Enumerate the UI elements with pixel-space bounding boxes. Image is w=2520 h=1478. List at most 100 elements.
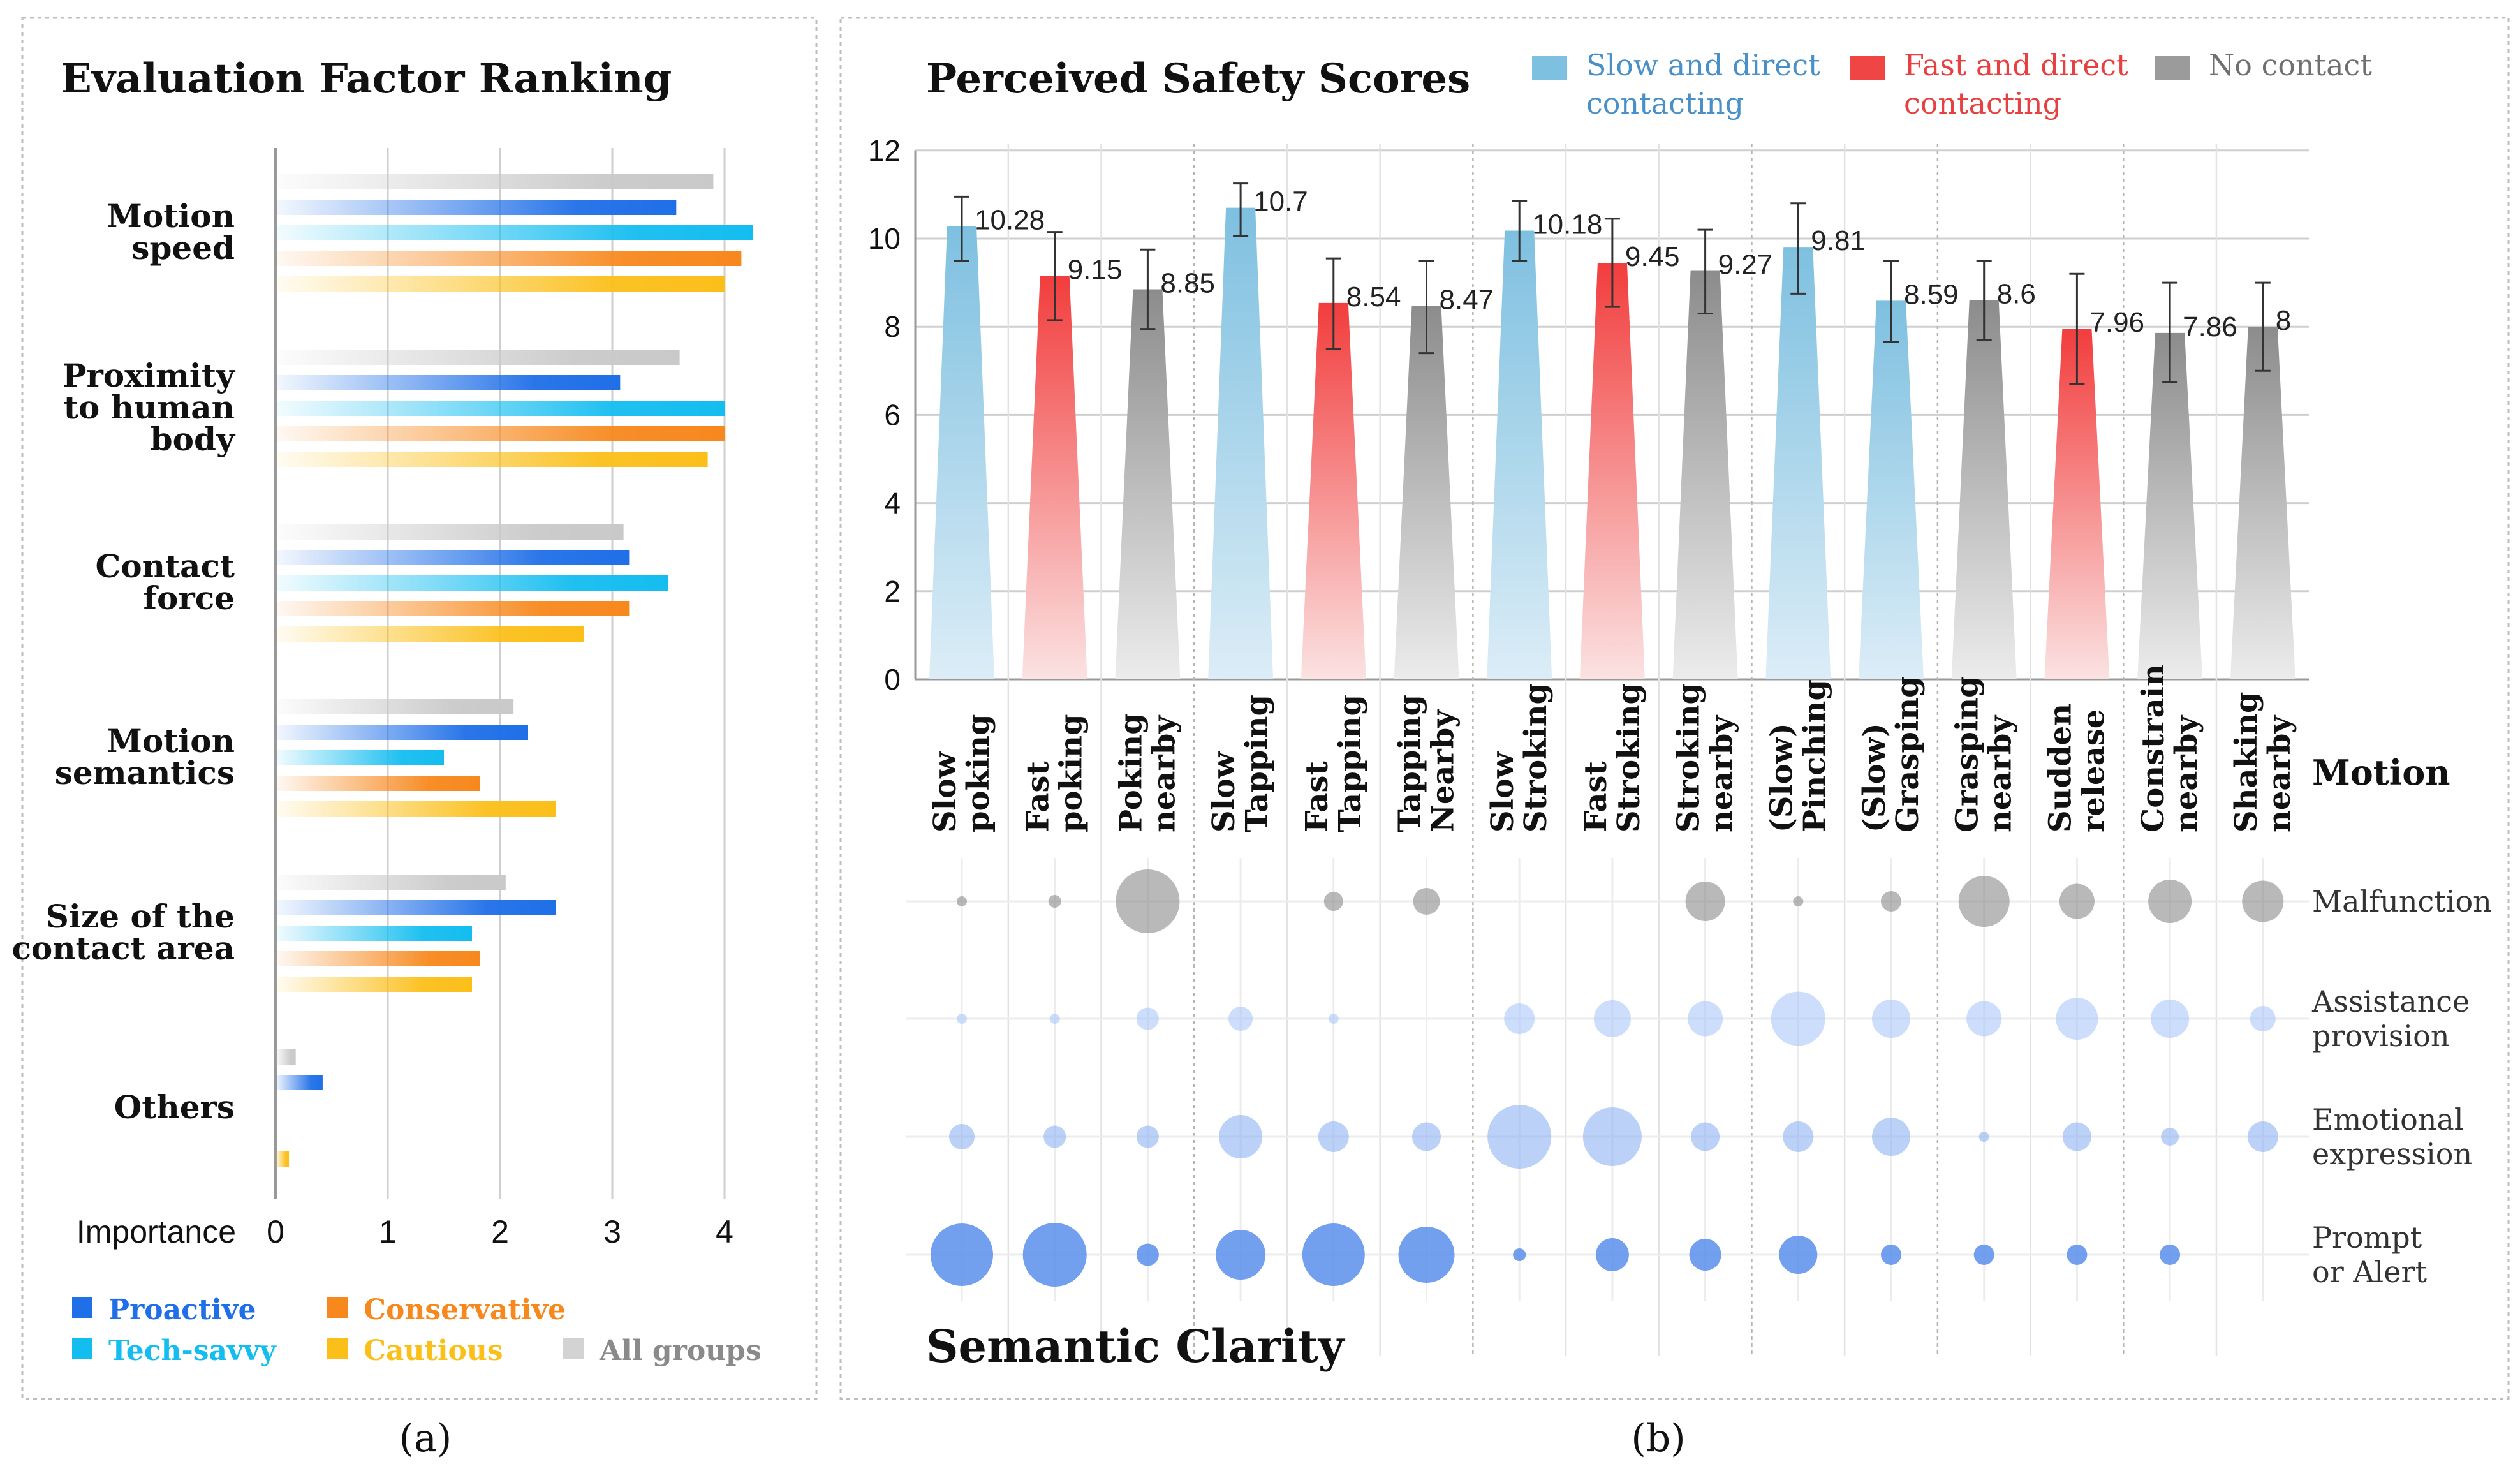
x-category-line: nearby — [1146, 714, 1182, 832]
clarity-bubble — [1136, 1243, 1159, 1266]
clarity-bubble — [957, 1014, 967, 1024]
ranking-bar — [276, 1049, 296, 1065]
y-tick-label: 4 — [884, 487, 901, 520]
clarity-bubble — [1048, 895, 1061, 908]
clarity-bubble — [1412, 1122, 1441, 1151]
clarity-bubble — [1582, 1107, 1642, 1166]
value-label: 7.96 — [2089, 307, 2144, 338]
safety-bar — [2230, 327, 2295, 679]
motion-header: Motion — [2312, 752, 2450, 793]
safety-bar — [1579, 263, 1645, 679]
ranking-bar — [276, 900, 556, 915]
clarity-bubble — [2067, 1245, 2088, 1265]
ranking-bar — [276, 1151, 290, 1167]
legend-label: contacting — [1904, 86, 2061, 121]
x-category-line: nearby — [2262, 714, 2297, 832]
ranking-bar — [276, 426, 725, 441]
clarity-bubble — [1689, 1239, 1721, 1271]
ranking-category-label: force — [144, 579, 235, 617]
clarity-bubble — [1022, 1223, 1087, 1287]
clarity-bubble — [1487, 1105, 1552, 1169]
ranking-bar — [276, 452, 708, 467]
y-tick-label: 2 — [884, 575, 901, 608]
x-category-label: Strokingnearby — [1671, 683, 1740, 832]
clarity-bubble — [1136, 1125, 1159, 1148]
clarity-bubble — [1219, 1115, 1263, 1158]
safety-bar — [1115, 289, 1181, 680]
y-tick-label: 6 — [884, 398, 901, 431]
safety-bar — [1301, 302, 1366, 679]
panel-b-label: (b) — [1631, 1416, 1685, 1461]
ranking-category-label: to human — [64, 388, 235, 426]
y-tick-label: 10 — [868, 222, 901, 255]
x-category-line: Grasping — [1890, 676, 1926, 832]
x-category-line: Fast — [1578, 761, 1614, 832]
ranking-bar — [276, 550, 630, 565]
x-category-label: Graspingnearby — [1950, 676, 2019, 832]
ranking-bar — [276, 601, 630, 616]
clarity-bubble — [1043, 1125, 1066, 1148]
safety-bar — [1765, 247, 1831, 679]
ranking-bar — [276, 725, 528, 740]
x-tick-label: 3 — [603, 1214, 621, 1250]
ranking-bar — [276, 926, 472, 941]
legend-swatch — [563, 1338, 584, 1359]
clarity-row-label: or Alert — [2312, 1255, 2427, 1289]
ranking-bar — [276, 350, 680, 365]
x-category-line: Grasping — [1950, 676, 1986, 832]
value-label: 8 — [2276, 305, 2291, 336]
safety-bar — [2137, 332, 2203, 679]
legend-swatch — [1532, 56, 1567, 80]
legend-label: contacting — [1586, 86, 1744, 121]
ranking-bar — [276, 1075, 323, 1090]
clarity-row-label: Malfunction — [2312, 884, 2492, 919]
clarity-bubble — [949, 1124, 975, 1149]
clarity-bubble — [1872, 1000, 1910, 1038]
x-category-line: release — [2075, 709, 2111, 832]
x-category-label: Fastpoking — [1021, 714, 1089, 832]
ranking-bar — [276, 276, 725, 292]
ranking-category-label: Contact — [95, 547, 235, 585]
safety-bar — [1951, 300, 2017, 679]
clarity-bubble — [1881, 1245, 1901, 1265]
clarity-bubble — [1328, 1014, 1339, 1024]
x-category-line: poking — [961, 714, 996, 832]
ranking-grid — [274, 148, 726, 1199]
clarity-bubble — [1593, 1000, 1631, 1037]
value-label: 9.15 — [1068, 255, 1123, 286]
ranking-bar — [276, 251, 742, 266]
x-tick-label: 4 — [716, 1214, 733, 1250]
ranking-bar — [276, 951, 480, 966]
safety-bar — [1022, 276, 1087, 679]
x-category-line: nearby — [1983, 714, 2019, 832]
clarity-bubble — [931, 1223, 993, 1286]
x-category-label: Suddenrelease — [2042, 704, 2111, 832]
clarity-bubble — [1783, 1121, 1814, 1152]
x-category-line: Pinching — [1797, 679, 1832, 832]
x-category-label: Constrainnearby — [2135, 664, 2204, 832]
value-label: 10.7 — [1253, 186, 1308, 218]
ranking-bar — [276, 200, 677, 215]
x-category-line: Slow — [927, 751, 963, 832]
x-category-label: Pokingnearby — [1113, 713, 1182, 832]
x-category-label: (Slow)Pinching — [1764, 679, 1832, 832]
value-label: 9.45 — [1625, 241, 1680, 272]
clarity-bubble — [1691, 1122, 1720, 1151]
clarity-bubble — [1771, 991, 1825, 1046]
clarity-bubble — [1302, 1223, 1365, 1286]
clarity-bubble — [1973, 1245, 1994, 1265]
legend-label: Tech-savvy — [108, 1334, 277, 1367]
x-category-label: SlowStroking — [1485, 683, 1554, 832]
ranking-category-label: Motion — [107, 197, 235, 235]
ranking-bar — [276, 626, 584, 642]
clarity-bubble — [1688, 1001, 1723, 1037]
x-category-line: (Slow) — [1857, 723, 1892, 832]
value-label: 10.18 — [1532, 209, 1602, 240]
ranking-category-label: Motion — [107, 722, 235, 760]
ranking-bar — [276, 875, 506, 890]
safety-x-labels: Slowpoking Fastpoking Pokingnearby SlowTapp… — [927, 664, 2297, 832]
clarity-bubble — [2056, 998, 2098, 1040]
clarity-row-label: provision — [2312, 1019, 2449, 1053]
x-category-line: nearby — [1704, 714, 1740, 832]
